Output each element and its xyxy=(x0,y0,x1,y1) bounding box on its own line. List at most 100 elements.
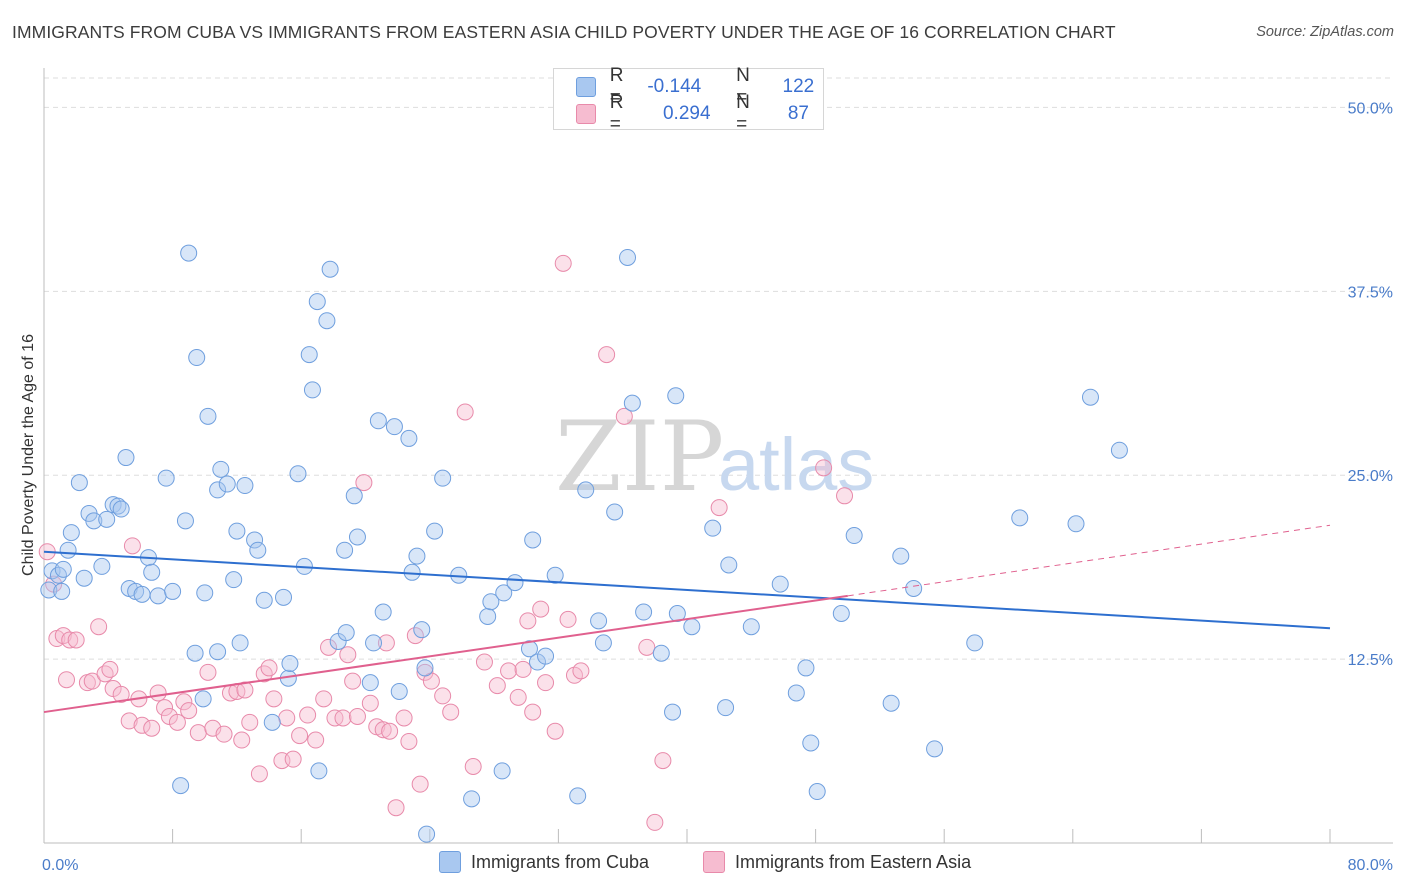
asia-point xyxy=(559,610,577,628)
cuba-point xyxy=(1081,388,1099,406)
asia-point xyxy=(291,727,309,745)
asia-point xyxy=(638,638,656,656)
cuba-point xyxy=(53,582,71,600)
asia-swatch xyxy=(576,104,596,124)
cuba-point xyxy=(133,585,151,603)
cuba-point xyxy=(157,469,175,487)
cuba-point xyxy=(537,647,555,665)
cuba-point xyxy=(85,512,103,530)
cuba-point xyxy=(40,581,58,599)
cuba-point xyxy=(594,634,612,652)
cuba-point xyxy=(664,703,682,721)
cuba-point xyxy=(882,694,900,712)
asia-point xyxy=(320,638,338,656)
asia-point xyxy=(250,765,268,783)
cuba-point xyxy=(408,547,426,565)
legend-item-asia[interactable]: Immigrants from Eastern Asia xyxy=(703,851,971,873)
cuba-point xyxy=(479,607,497,625)
cuba-point xyxy=(345,487,363,505)
cuba-point xyxy=(308,293,326,311)
cuba-point xyxy=(300,346,318,364)
asia-points xyxy=(38,254,854,831)
cuba-point xyxy=(70,474,88,492)
asia-point xyxy=(299,706,317,724)
n-label: N = xyxy=(736,92,750,135)
r-value: 0.294 xyxy=(662,103,711,124)
asia-point xyxy=(123,537,141,555)
asia-point xyxy=(260,659,278,677)
cuba-point xyxy=(619,248,637,266)
asia-point xyxy=(646,813,664,831)
cuba-point xyxy=(112,500,130,518)
cuba-point xyxy=(275,588,293,606)
asia-point xyxy=(488,677,506,695)
axes xyxy=(43,68,1393,844)
cuba-point xyxy=(905,579,923,597)
cuba-point xyxy=(365,634,383,652)
cuba-point xyxy=(418,825,436,843)
cuba-point xyxy=(196,584,214,602)
cuba-point xyxy=(787,684,805,702)
cuba-point xyxy=(635,603,653,621)
cuba-point xyxy=(212,460,230,478)
cuba-point xyxy=(176,512,194,530)
cuba-point xyxy=(832,605,850,622)
asia-point xyxy=(204,719,222,737)
cuba-point xyxy=(546,566,564,584)
n-label: N = xyxy=(736,65,750,108)
cuba-point xyxy=(225,571,243,589)
cuba-point xyxy=(93,557,111,575)
asia-point xyxy=(377,634,395,652)
asia-point xyxy=(344,672,362,690)
asia-point xyxy=(532,600,550,618)
cuba-point xyxy=(771,575,789,593)
cuba-point xyxy=(149,587,167,605)
cuba-point xyxy=(281,655,299,673)
cuba-point xyxy=(369,412,387,430)
cuba-point xyxy=(318,312,336,330)
asia-point xyxy=(519,612,537,630)
asia-point xyxy=(67,631,85,649)
cuba-point xyxy=(303,381,321,399)
cuba-point xyxy=(263,713,281,731)
cuba-point xyxy=(1110,441,1128,459)
cuba-point xyxy=(348,528,366,546)
asia-point xyxy=(284,750,302,768)
cuba-points xyxy=(40,244,1128,843)
cuba-point xyxy=(209,643,227,661)
asia-point xyxy=(112,685,130,703)
cuba-point xyxy=(845,527,863,545)
asia-point xyxy=(236,681,254,699)
asia-point xyxy=(456,403,474,421)
asia-point xyxy=(406,627,424,645)
cuba-point xyxy=(117,449,135,467)
series-legend: Immigrants from Cuba Immigrants from Eas… xyxy=(0,851,1406,879)
asia-point xyxy=(199,663,217,681)
asia-point xyxy=(339,646,357,664)
cuba-point xyxy=(652,644,670,662)
cuba-point xyxy=(520,640,538,658)
cuba-point xyxy=(1011,509,1029,527)
legend-item-cuba[interactable]: Immigrants from Cuba xyxy=(439,851,649,873)
cuba-point xyxy=(54,560,72,578)
stats-legend: R = -0.144 N = 122 R = 0.294 N = 87 xyxy=(553,65,824,135)
asia-point xyxy=(175,693,193,711)
asia-point xyxy=(101,660,119,678)
asia-point xyxy=(120,712,138,730)
asia-point xyxy=(334,709,352,727)
cuba-point xyxy=(361,674,379,692)
asia-point xyxy=(348,707,366,725)
cuba-point xyxy=(109,497,127,515)
cuba-point xyxy=(336,541,354,559)
asia-point xyxy=(143,719,161,737)
asia-point xyxy=(133,716,151,734)
y-tick-label: 12.5% xyxy=(1348,652,1393,669)
r-value: -0.144 xyxy=(647,76,702,97)
cuba-point xyxy=(506,574,524,592)
cuba-point xyxy=(717,699,735,717)
cuba-point xyxy=(374,603,392,621)
asia-point xyxy=(500,662,518,680)
asia-point xyxy=(400,732,418,750)
asia-point xyxy=(307,731,325,749)
